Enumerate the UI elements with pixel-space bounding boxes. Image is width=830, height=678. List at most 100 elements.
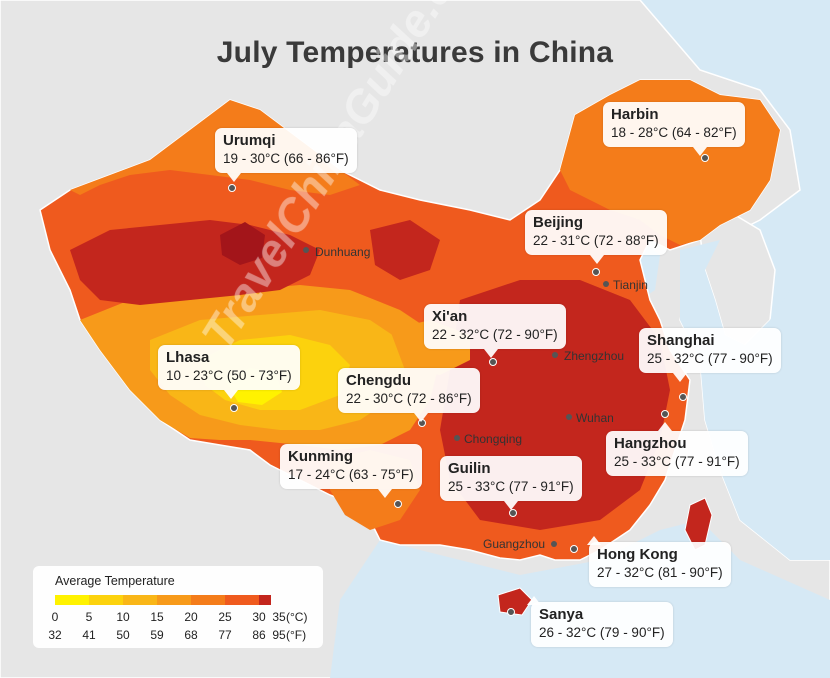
city-dot-chongqing bbox=[454, 435, 460, 441]
callout-sanya: Sanya 26 - 32°C (79 - 90°F) bbox=[527, 596, 673, 647]
city-dot-xian bbox=[489, 358, 497, 366]
callout-temp: 27 - 32°C (81 - 90°F) bbox=[597, 565, 723, 580]
city-dot-wuhan bbox=[566, 414, 572, 420]
callout-kunming: Kunming 17 - 24°C (63 - 75°F) bbox=[280, 444, 422, 498]
callout-pointer bbox=[378, 489, 392, 498]
callout-temp: 26 - 32°C (79 - 90°F) bbox=[539, 625, 665, 640]
city-dot-lhasa bbox=[230, 404, 238, 412]
city-dot-beijing bbox=[592, 268, 600, 276]
callout-city: Chengdu bbox=[346, 372, 411, 389]
city-label-tianjin: Tianjin bbox=[613, 278, 648, 292]
legend-unit-c: (°C) bbox=[286, 610, 308, 624]
legend-c-0: 0 bbox=[51, 610, 59, 624]
east-sea bbox=[680, 240, 830, 560]
callout-shanghai: Shanghai 25 - 32°C (77 - 90°F) bbox=[639, 328, 781, 382]
legend-swatch-30-35 bbox=[259, 595, 271, 605]
callout-pointer bbox=[484, 349, 498, 358]
callout-lhasa: Lhasa 10 - 23°C (50 - 73°F) bbox=[158, 345, 300, 399]
callout-harbin: Harbin 18 - 28°C (64 - 82°F) bbox=[603, 102, 745, 156]
callout-guilin: Guilin 25 - 33°C (77 - 91°F) bbox=[440, 456, 582, 510]
city-dot-shanghai bbox=[679, 393, 687, 401]
callout-pointer bbox=[673, 373, 687, 382]
callout-city: Shanghai bbox=[647, 332, 715, 349]
callout-pointer bbox=[527, 596, 541, 605]
legend-f-95: 95 bbox=[272, 628, 286, 642]
callout-temp: 25 - 32°C (77 - 90°F) bbox=[647, 351, 773, 366]
city-dot-dunhuang bbox=[303, 247, 309, 253]
city-label-chongqing: Chongqing bbox=[464, 432, 523, 446]
hainan bbox=[497, 587, 533, 616]
city-dot-kunming bbox=[394, 500, 402, 508]
city-label-dunhuang: Dunhuang bbox=[315, 245, 371, 259]
city-label-guangzhou: Guangzhou bbox=[483, 537, 546, 551]
legend-swatch-10-15 bbox=[123, 595, 157, 605]
legend-f-50: 50 bbox=[116, 628, 130, 642]
callout-pointer bbox=[658, 422, 672, 431]
legend-c-35: 35 bbox=[272, 610, 286, 624]
callout-temp: 10 - 23°C (50 - 73°F) bbox=[166, 368, 292, 383]
city-dot-zhengzhou bbox=[552, 352, 558, 358]
callout-city: Lhasa bbox=[166, 349, 210, 366]
callout-pointer bbox=[693, 147, 707, 156]
legend-swatch-0-5 bbox=[55, 595, 89, 605]
zone-gansu-30-35 bbox=[370, 220, 440, 280]
callout-city: Kunming bbox=[288, 448, 353, 465]
legend-swatch-15-20 bbox=[157, 595, 191, 605]
city-dot-sanya bbox=[507, 608, 515, 616]
temperature-legend: Average Temperature 0 5 10 15 20 25 30 3… bbox=[33, 566, 323, 648]
callout-city: Guilin bbox=[448, 460, 491, 477]
callout-xian: Xi'an 22 - 32°C (72 - 90°F) bbox=[424, 304, 566, 358]
city-dot-guilin bbox=[509, 509, 517, 517]
callout-hongkong: Hong Kong 27 - 32°C (81 - 90°F) bbox=[587, 536, 731, 587]
callout-city: Xi'an bbox=[432, 308, 468, 325]
legend-c-5: 5 bbox=[85, 610, 93, 624]
callout-temp: 22 - 31°C (72 - 88°F) bbox=[533, 233, 659, 248]
legend-f-68: 68 bbox=[184, 628, 198, 642]
callout-beijing: Beijing 22 - 31°C (72 - 88°F) bbox=[525, 210, 667, 264]
callout-urumqi: Urumqi 19 - 30°C (66 - 86°F) bbox=[215, 128, 357, 182]
legend-f-32: 32 bbox=[48, 628, 62, 642]
callout-hangzhou: Hangzhou 25 - 33°C (77 - 91°F) bbox=[606, 422, 748, 476]
callout-city: Beijing bbox=[533, 214, 584, 231]
callout-temp: 19 - 30°C (66 - 86°F) bbox=[223, 151, 349, 166]
callout-temp: 25 - 33°C (77 - 91°F) bbox=[614, 454, 740, 469]
callout-chengdu: Chengdu 22 - 30°C (72 - 86°F) bbox=[338, 368, 480, 422]
legend-f-59: 59 bbox=[150, 628, 164, 642]
legend-unit-f: (°F) bbox=[286, 628, 307, 642]
city-dot-tianjin bbox=[603, 281, 609, 287]
callout-city: Hong Kong bbox=[597, 546, 678, 563]
city-dot-urumqi bbox=[228, 184, 236, 192]
legend-f-77: 77 bbox=[218, 628, 232, 642]
callout-temp: 22 - 32°C (72 - 90°F) bbox=[432, 327, 558, 342]
legend-swatch-25-30 bbox=[225, 595, 259, 605]
legend-swatch-20-25 bbox=[191, 595, 225, 605]
callout-pointer bbox=[587, 536, 601, 545]
callout-temp: 17 - 24°C (63 - 75°F) bbox=[288, 467, 414, 482]
legend-c-20: 20 bbox=[184, 610, 198, 624]
callout-city: Sanya bbox=[539, 606, 584, 623]
callout-temp: 22 - 30°C (72 - 86°F) bbox=[346, 391, 472, 406]
callout-temp: 25 - 33°C (77 - 91°F) bbox=[448, 479, 574, 494]
legend-c-25: 25 bbox=[218, 610, 232, 624]
city-label-zhengzhou: Zhengzhou bbox=[564, 349, 625, 363]
callout-city: Urumqi bbox=[223, 132, 276, 149]
city-dot-hongkong bbox=[570, 545, 578, 553]
legend-c-30: 30 bbox=[252, 610, 266, 624]
legend-f-41: 41 bbox=[82, 628, 96, 642]
legend-f-86: 86 bbox=[252, 628, 266, 642]
callout-city: Hangzhou bbox=[614, 435, 687, 452]
legend-c-10: 10 bbox=[116, 610, 130, 624]
city-label-wuhan: Wuhan bbox=[576, 411, 614, 425]
city-dot-hangzhou bbox=[661, 410, 669, 418]
callout-pointer bbox=[224, 390, 238, 399]
zone-turpan-hot bbox=[220, 222, 265, 265]
callout-pointer bbox=[227, 173, 241, 182]
map-title: July Temperatures in China bbox=[216, 36, 614, 69]
legend-c-15: 15 bbox=[150, 610, 164, 624]
callout-pointer bbox=[504, 501, 518, 510]
city-dot-guangzhou bbox=[551, 541, 557, 547]
callout-city: Harbin bbox=[611, 106, 659, 123]
legend-title: Average Temperature bbox=[55, 574, 175, 588]
callout-temp: 18 - 28°C (64 - 82°F) bbox=[611, 125, 737, 140]
legend-swatch-5-10 bbox=[89, 595, 123, 605]
